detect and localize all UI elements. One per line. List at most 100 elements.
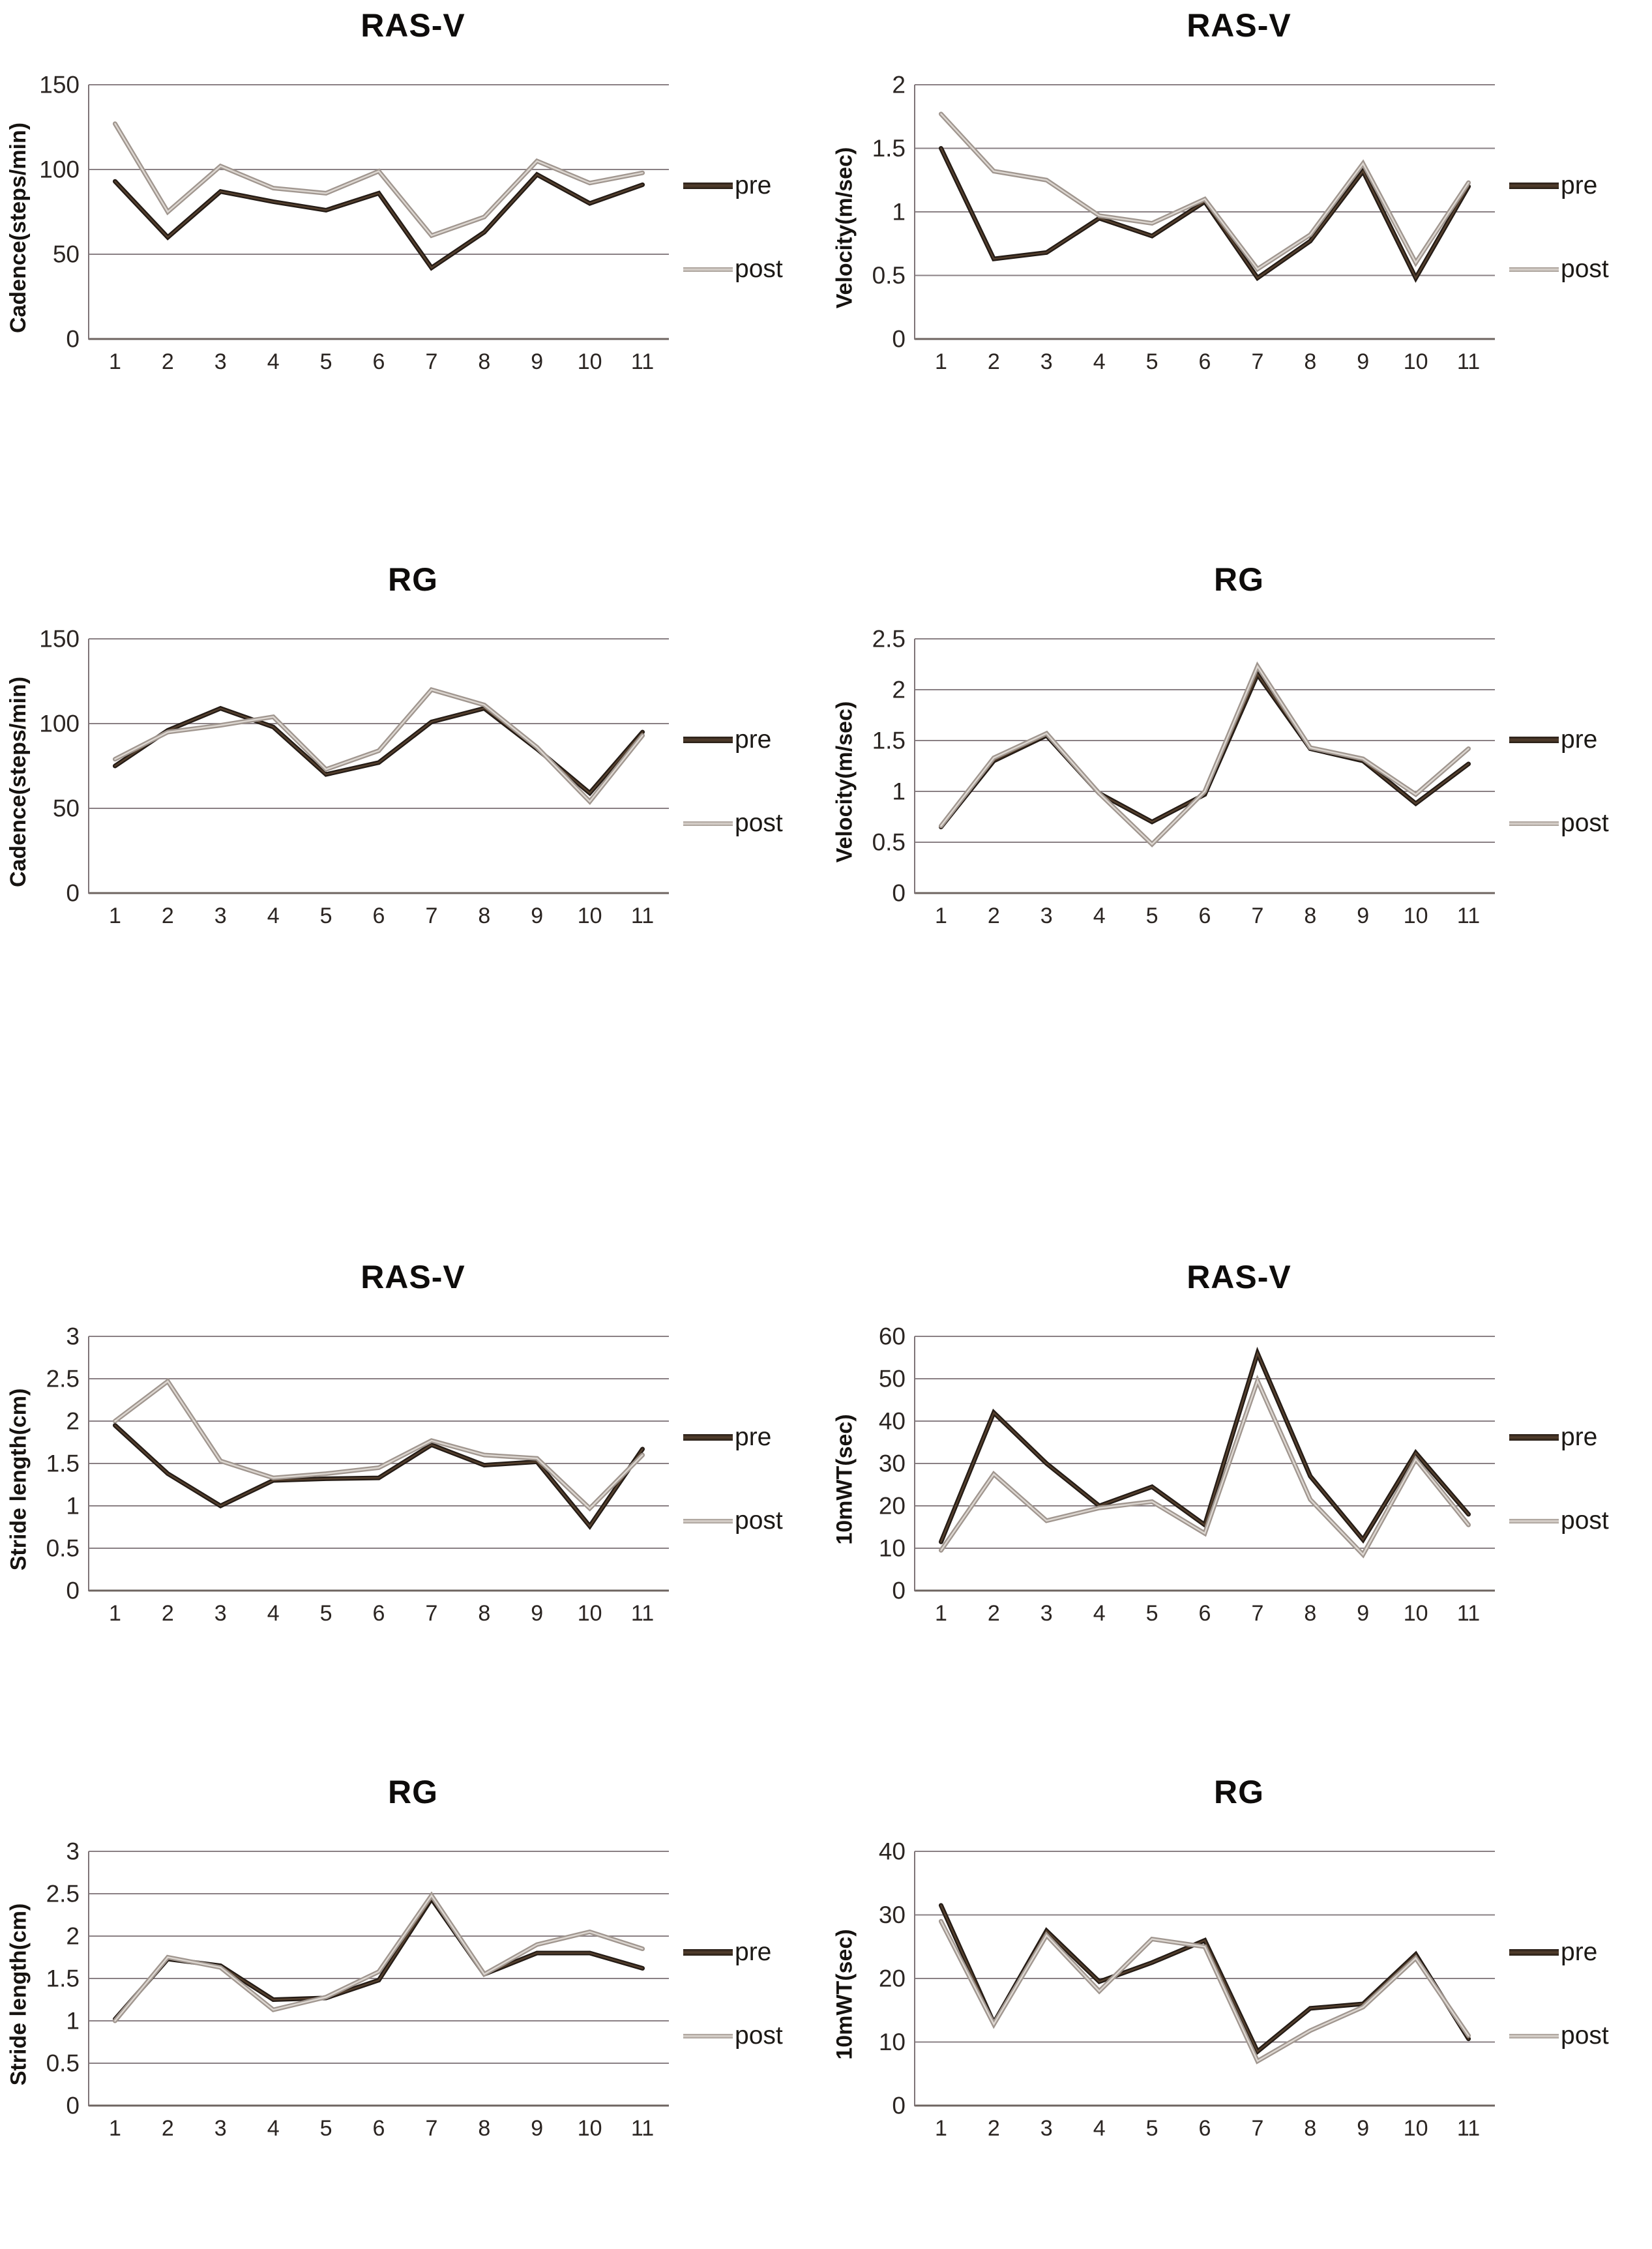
y-axis-label: 10mWT(sec) xyxy=(832,1928,857,2060)
legend-item-pre: pre xyxy=(683,726,783,754)
series-pre-line xyxy=(112,1423,645,1531)
legend-item-pre: pre xyxy=(1509,1938,1609,1967)
y-tick-label: 0 xyxy=(66,326,80,353)
x-tick-label: 10 xyxy=(578,2116,602,2141)
y-tick-label: 2.5 xyxy=(872,628,906,653)
series-post-line xyxy=(112,687,645,805)
legend: pre post xyxy=(683,171,783,284)
chart-title: RAS-V xyxy=(361,1259,465,1295)
x-tick-label: 6 xyxy=(1199,1601,1211,1626)
chart-body: Stride length(cm) 0 0.5 1 1.5 2 2.5 3 1 2 3 4 5 6 7 8 9… xyxy=(0,1326,826,1632)
post-line-swatch xyxy=(683,821,733,826)
series-pre-line-highlight xyxy=(114,173,643,269)
x-tick-label: 11 xyxy=(631,2116,654,2141)
y-tick-label: 40 xyxy=(879,1408,906,1435)
x-tick-label: 10 xyxy=(578,349,602,374)
y-tick-label: 1 xyxy=(66,2008,80,2035)
legend-item-post: post xyxy=(1509,809,1609,838)
y-tick-label: 0.5 xyxy=(872,829,906,856)
y-tick-label: 20 xyxy=(879,1493,906,1520)
legend: pre post xyxy=(683,1423,783,1535)
x-tick-label: 8 xyxy=(1304,1601,1316,1626)
legend-item-post: post xyxy=(683,2021,783,2050)
x-tick-label: 3 xyxy=(214,349,227,374)
post-line-swatch xyxy=(1509,2033,1559,2038)
chart-body: Cadence(steps/min) 0 50 100 150 1 2 3 4 5 6 7 8 9 10 1… xyxy=(0,628,826,935)
legend-label-pre: pre xyxy=(735,171,772,199)
series-post-line-highlight xyxy=(940,1920,1469,2063)
series-post-line-highlight xyxy=(940,1378,1469,1556)
chart-rg-stride: RG Stride length(cm) 0 0.5 1 1.5 2 2.5 3 1 2 3 4 5 6… xyxy=(0,1662,826,2249)
chart-rasv-stride: RAS-V Stride length(cm) 0 0.5 1 1.5 2 2.5 3 1 2 3… xyxy=(0,1082,826,1662)
x-tick-label: 6 xyxy=(1199,2116,1211,2141)
series-post-line xyxy=(938,1374,1471,1559)
series-post-line xyxy=(938,661,1471,848)
x-tick-label: 4 xyxy=(267,349,280,374)
x-tick-label: 6 xyxy=(373,1601,385,1626)
y-tick-label: 40 xyxy=(879,1841,906,1865)
x-tick-label: 11 xyxy=(1457,904,1480,928)
y-tick-label: 0.5 xyxy=(46,1535,80,1562)
x-tick-label: 10 xyxy=(1404,349,1428,374)
x-tick-label: 8 xyxy=(1304,904,1316,928)
y-axis-label-wrap: Velocity(m/sec) xyxy=(830,628,860,935)
legend: pre post xyxy=(1509,171,1609,284)
x-tick-label: 4 xyxy=(267,2116,280,2141)
y-tick-label: 3 xyxy=(66,1841,80,1865)
legend-label-post: post xyxy=(735,1507,783,1535)
legend-item-pre: pre xyxy=(1509,726,1609,754)
x-tick-label: 1 xyxy=(935,2116,947,2141)
x-tick-label: 6 xyxy=(1199,349,1211,374)
post-line-swatch xyxy=(683,267,733,272)
legend: pre post xyxy=(683,726,783,838)
y-tick-label: 1 xyxy=(892,778,906,805)
chart-title: RAS-V xyxy=(361,7,465,44)
legend: pre post xyxy=(683,1938,783,2050)
legend-item-post: post xyxy=(1509,255,1609,284)
x-tick-label: 4 xyxy=(1093,349,1106,374)
x-tick-label: 8 xyxy=(478,1601,490,1626)
y-tick-label: 0 xyxy=(892,1578,906,1604)
y-tick-label: 100 xyxy=(39,711,80,737)
x-tick-label: 9 xyxy=(531,349,543,374)
y-axis-label: Stride length(cm) xyxy=(6,1903,31,2085)
chart-rg-velocity: RG Velocity(m/sec) 0 0.5 1 1.5 2 2.5 1 2 3 4 5 6 7 8 9… xyxy=(826,535,1652,1082)
chart-rasv-10mwt: RAS-V 10mWT(sec) 0 10 20 30 40 50 60 1 2 3 4 5 6 7 8 9 1… xyxy=(826,1082,1652,1662)
x-tick-label: 2 xyxy=(162,349,174,374)
x-tick-label: 5 xyxy=(320,2116,332,2141)
chart-body: Velocity(m/sec) 0 0.5 1 1.5 2 1 2 3 4 5 6 7 8 9 10 11 p… xyxy=(826,74,1652,381)
y-axis-label-wrap: Velocity(m/sec) xyxy=(830,74,860,381)
y-axis-label-wrap: Cadence(steps/min) xyxy=(4,74,34,381)
series-pre-line-highlight xyxy=(940,1351,1469,1543)
legend-item-pre: pre xyxy=(683,171,783,200)
series-pre-line xyxy=(112,1894,645,2021)
chart-title: RAS-V xyxy=(1187,7,1291,44)
x-tick-label: 6 xyxy=(373,904,385,928)
pre-line-swatch xyxy=(683,737,733,743)
x-tick-label: 11 xyxy=(1457,1601,1480,1626)
legend-item-pre: pre xyxy=(683,1938,783,1967)
x-tick-label: 7 xyxy=(1251,904,1263,928)
x-tick-label: 8 xyxy=(1304,2116,1316,2141)
x-tick-label: 4 xyxy=(267,904,280,928)
chart-body: 10mWT(sec) 0 10 20 30 40 1 2 3 4 5 6 7 8 9 10 11 pre po… xyxy=(826,1841,1652,2147)
y-tick-label: 2 xyxy=(892,74,906,98)
x-tick-label: 1 xyxy=(109,349,121,374)
y-tick-label: 50 xyxy=(53,795,80,822)
plot-area: 0 0.5 1 1.5 2 2.5 3 1 2 3 4 5 6 7 8 9 10 11 xyxy=(46,1841,669,2141)
y-axis-label: Cadence(steps/min) xyxy=(6,676,31,887)
y-tick-label: 3 xyxy=(66,1326,80,1350)
y-axis-label-wrap: 10mWT(sec) xyxy=(830,1326,860,1632)
x-tick-label: 9 xyxy=(531,904,543,928)
legend: pre post xyxy=(1509,1423,1609,1535)
chart-body: Velocity(m/sec) 0 0.5 1 1.5 2 2.5 1 2 3 4 5 6 7 8 9 10 1… xyxy=(826,628,1652,935)
y-tick-label: 1.5 xyxy=(46,1450,80,1477)
x-tick-label: 2 xyxy=(162,904,174,928)
x-tick-label: 9 xyxy=(1357,349,1369,374)
legend-label-pre: pre xyxy=(1561,1938,1598,1966)
chart-title: RAS-V xyxy=(1187,1259,1291,1295)
y-axis-label-wrap: Cadence(steps/min) xyxy=(4,628,34,935)
legend-label-pre: pre xyxy=(735,1938,772,1966)
legend-item-post: post xyxy=(1509,1507,1609,1535)
legend-label-pre: pre xyxy=(1561,171,1598,199)
